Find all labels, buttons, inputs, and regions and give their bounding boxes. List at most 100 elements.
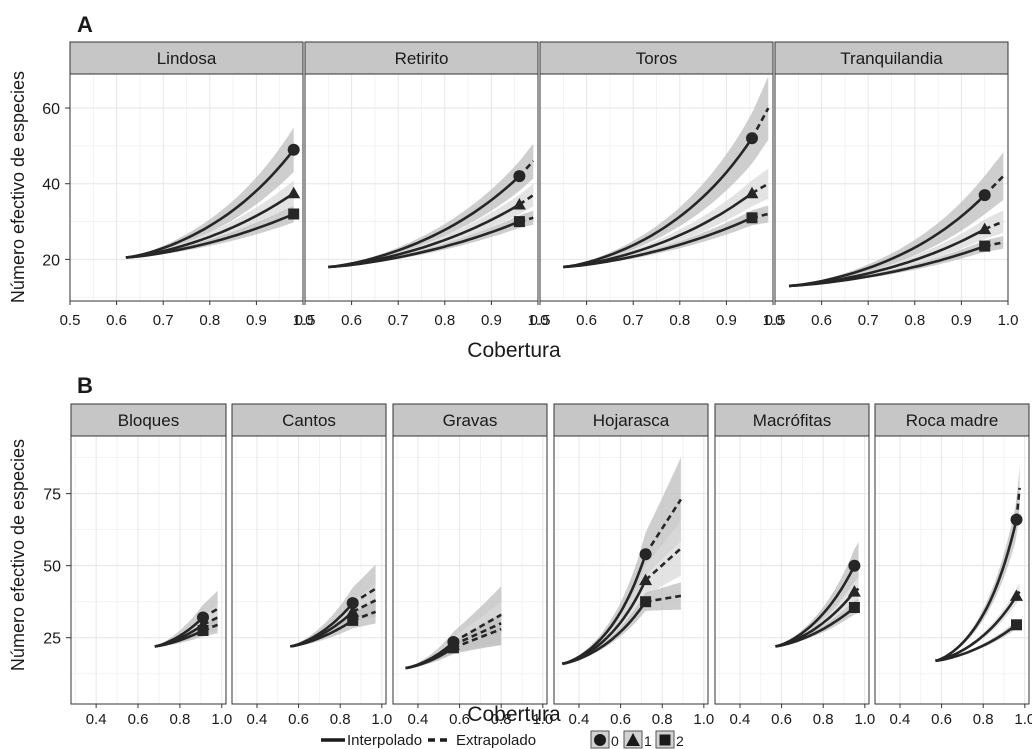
x-tick-label: 1.0 [528,312,549,329]
x-tick-label: 0.6 [288,711,309,728]
confidence-ribbon-q1 [563,168,769,267]
legend-square-icon [659,734,671,746]
point-triangle-q1 [346,605,360,617]
x-tick-label: 0.6 [449,711,470,728]
confidence-ribbon-q2 [290,600,376,647]
plot-border [714,435,870,705]
x-tick-label: 0.6 [341,312,362,329]
plot-border [553,435,709,705]
confidence-ribbon-q1 [125,180,294,258]
facet-strip-label: Retirito [395,49,449,68]
point-square-q2 [640,596,652,608]
confidence-ribbon-q0 [328,143,534,267]
x-tick-label: 1.0 [293,312,314,329]
interpolated-line-q2 [788,244,986,288]
confidence-ribbon-q1 [328,183,534,267]
extrapolated-line-q1 [644,547,682,582]
point-triangle-q1 [639,573,653,586]
facet-tranquilandia: Tranquilandia 0.5 0.6 0.7 0.8 0.9 1.0 [765,41,1019,329]
legend-triangle-icon [626,733,640,746]
facet-strip-label: Bloques [118,411,179,430]
facet-bloques: Bloques 0.4 0.6 0.8 1.0 [70,403,232,728]
point-square-q2 [979,240,991,252]
x-tick-label: 0.8 [199,312,220,329]
facet-strip-label: Macrófitas [753,411,831,430]
x-tick-label: 1.0 [763,312,784,329]
facet-strip [774,41,1009,75]
point-square-q2 [746,212,758,224]
x-tick-label: 0.5 [60,312,81,329]
extrapolated-line-q1 [984,220,1004,231]
point-circle-q0 [1010,513,1023,526]
y-tick-label: 20 [42,252,60,269]
x-tick-label: 0.5 [765,312,786,329]
legend-order-2-label: 2 [676,733,684,749]
facet-retirito: Retirito 0.5 0.6 0.7 0.8 0.9 1.0 [295,41,549,329]
x-tick-label: 1.0 [1014,711,1032,728]
facet-strip [69,41,304,75]
x-tick-label: 0.7 [388,312,409,329]
facet-strip-label: Hojarasca [593,411,670,430]
point-square-q2 [513,216,525,228]
point-square-q2 [1011,619,1022,631]
plot-background [715,436,869,704]
x-tick-label: 0.7 [153,312,174,329]
x-tick-label: 0.9 [716,312,737,329]
panel-b-group: B Cobertura Número efectivo de especies 25 5… [8,373,1032,728]
confidence-ribbon-q0 [125,127,294,258]
point-triangle-q1 [978,222,992,235]
y-tick-label: 60 [42,101,60,118]
panel-a-group: A Cobertura Número efectivo de especies 20 4… [8,12,1018,362]
facet-strip-label: Tranquilandia [840,49,943,68]
interpolated-line-q0 [125,148,295,259]
interpolated-line-q2 [775,606,856,648]
x-tick-label: 0.6 [576,312,597,329]
y-tick-label: 25 [43,631,61,648]
legend-interpolated-label: Interpolado [347,732,422,749]
plot-background [232,436,386,704]
point-triangle-q1 [287,186,301,199]
x-tick-label: 0.7 [858,312,879,329]
x-tick-label: 0.8 [434,312,455,329]
x-tick-label: 0.5 [530,312,551,329]
interpolated-line-q0 [563,137,754,269]
point-circle-q0 [346,597,359,610]
plot-border [874,435,1030,705]
facet-strip-label: Gravas [443,411,498,430]
x-tick-label: 1.0 [211,711,232,728]
x-tick-label: 0.8 [669,312,690,329]
interpolated-line-q2 [125,212,295,259]
legend: Interpolado Extrapolado 0 1 2 [321,730,684,749]
plot-border [69,73,304,302]
x-axis-title-b: Cobertura [467,703,561,726]
plot-border [231,435,387,705]
x-tick-label: 1.0 [998,312,1019,329]
x-tick-label: 0.4 [86,711,107,728]
interpolated-line-q2 [935,623,1018,663]
interpolated-line-q2 [563,216,753,269]
x-tick-label: 0.4 [247,711,268,728]
facet-strip [231,403,387,437]
facet-strip [539,41,774,75]
x-tick-label: 0.8 [904,312,925,329]
x-tick-label: 0.6 [128,711,149,728]
point-square-q2 [347,614,359,626]
facet-cantos: Cantos 0.4 0.6 0.8 1.0 [231,403,392,728]
panel-letter-b: B [77,373,93,398]
x-tick-label: 0.8 [330,711,351,728]
confidence-ribbon-q2 [125,205,294,258]
x-tick-label: 0.8 [813,711,834,728]
point-square-q2 [197,625,209,636]
facet-strip [714,403,870,437]
x-tick-label: 0.5 [295,312,316,329]
extrapolated-line-q1 [352,599,377,613]
x-tick-label: 1.0 [693,711,714,728]
facet-strip [392,403,548,437]
x-tick-label: 1.0 [532,711,553,728]
point-triangle-q1 [745,186,759,199]
x-tick-label: 0.6 [811,312,832,329]
extrapolated-line-q2 [645,594,682,603]
extrapolated-line-q0 [644,498,682,555]
extrapolated-line-q2 [452,627,502,650]
point-square-q2 [447,642,459,654]
